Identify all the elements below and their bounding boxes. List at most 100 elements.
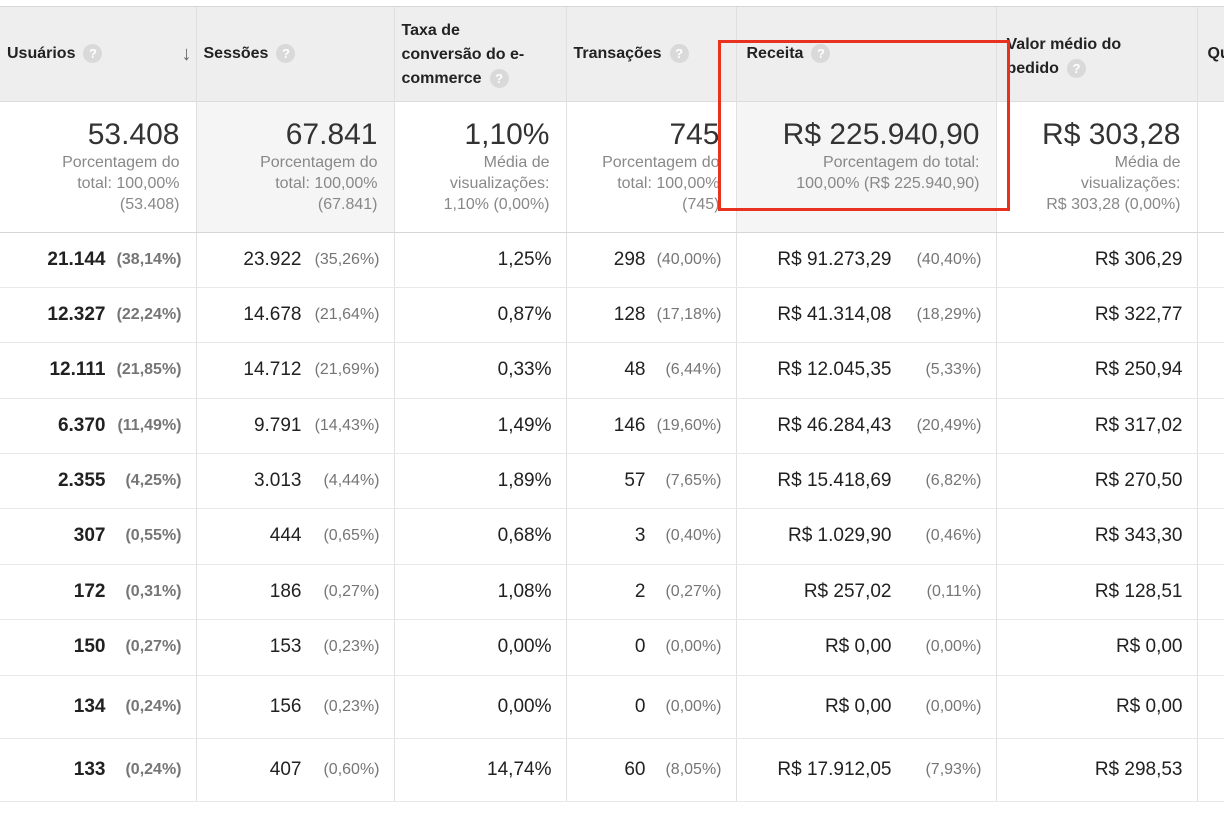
total-value: 1,10% (464, 117, 550, 151)
cell-valor: R$ 0,00 (996, 675, 1198, 739)
cell-value: R$ 12.045,35 (777, 359, 892, 380)
cell-value: R$ 128,51 (1094, 580, 1183, 602)
table-row[interactable]: 307 (0,55%) 444 (0,65%) 0,68% 3 (0,40%) R$ 1.02… (0, 508, 1224, 565)
total-caption-line: Porcentagem do (602, 153, 720, 171)
cell-truncated (1197, 398, 1224, 454)
table-row[interactable]: 21.144 (38,14%) 23.922 (35,26%) 1,25% 298 (40,… (0, 232, 1224, 288)
cell-truncated (1197, 453, 1224, 509)
column-header-receita[interactable]: Receita? (736, 7, 997, 102)
cell-value: 0,33% (497, 359, 552, 380)
help-icon[interactable]: ? (669, 44, 689, 64)
cell-usuarios: 12.111 (21,85%) (0, 342, 197, 399)
cell-sessoes: 9.791 (14,43%) (196, 398, 395, 454)
cell-percentage: (0,00%) (665, 697, 722, 715)
cell-usuarios: 172 (0,31%) (0, 564, 197, 620)
cell-receita: R$ 91.273,29 (40,40%) (736, 232, 997, 288)
table-row[interactable]: 134 (0,24%) 156 (0,23%) 0,00% 0 (0,00%) R$ 0,00… (0, 675, 1224, 739)
total-caption-line: (745) (682, 195, 720, 213)
cell-value: R$ 0,00 (824, 695, 892, 717)
cell-value: 298 (613, 248, 646, 270)
cell-percentage: (0,00%) (665, 638, 722, 655)
column-header-sessoes[interactable]: Sessões? (196, 7, 395, 102)
column-label-line: Taxa de (401, 21, 460, 39)
cell-sessoes: 156 (0,23%) (196, 675, 395, 739)
cell-percentage: (38,14%) (116, 250, 182, 268)
total-usuarios: 53.408 Porcentagem do total: 100,00% (53… (0, 101, 197, 233)
header-row: Usuários? ↓ Sessões? Taxa de conversão d… (0, 7, 1224, 102)
cell-usuarios: 150 (0,27%) (0, 619, 197, 676)
table-row[interactable]: 12.327 (22,24%) 14.678 (21,64%) 0,87% 128 (17,… (0, 287, 1224, 343)
table-row[interactable]: 2.355 (4,25%) 3.013 (4,44%) 1,89% 57 (7,65%) R$… (0, 453, 1224, 509)
help-icon[interactable]: ? (276, 44, 296, 64)
cell-percentage: (0,11%) (926, 582, 982, 600)
column-label: Transações (573, 44, 662, 62)
cell-valor: R$ 0,00 (996, 619, 1198, 676)
total-taxa-conversao: 1,10% Média de visualizações: 1,10% (0,0… (394, 101, 567, 233)
cell-valor: R$ 298,53 (996, 738, 1198, 802)
cell-percentage: (0,24%) (125, 697, 182, 715)
total-caption-line: visualizações: (449, 174, 550, 192)
cell-receita: R$ 41.314,08 (18,29%) (736, 287, 997, 343)
table-row[interactable]: 12.111 (21,85%) 14.712 (21,69%) 0,33% 48 (6,44… (0, 342, 1224, 399)
cell-value: 9.791 (253, 414, 302, 436)
cell-value: R$ 322,77 (1094, 303, 1183, 325)
total-value: 67.841 (285, 117, 378, 151)
cell-value: R$ 250,94 (1094, 359, 1183, 380)
cell-value: 1,25% (497, 248, 552, 270)
cell-percentage: (11,49%) (117, 416, 182, 434)
help-icon[interactable]: ? (83, 44, 103, 64)
cell-sessoes: 444 (0,65%) (196, 508, 395, 565)
help-icon[interactable]: ? (1066, 59, 1086, 79)
cell-usuarios: 12.327 (22,24%) (0, 287, 197, 343)
totals-row: 53.408 Porcentagem do total: 100,00% (53… (0, 101, 1224, 233)
cell-usuarios: 6.370 (11,49%) (0, 398, 197, 454)
cell-value: 60 (624, 758, 646, 780)
cell-value: 407 (269, 758, 302, 780)
table-row[interactable]: 150 (0,27%) 153 (0,23%) 0,00% 0 (0,00%) R$ 0,00… (0, 619, 1224, 676)
cell-percentage: (4,44%) (323, 471, 380, 489)
cell-usuarios: 2.355 (4,25%) (0, 453, 197, 509)
total-truncated (1197, 101, 1224, 233)
cell-taxa: 0,68% (394, 508, 567, 565)
column-header-truncated[interactable]: Qu (1197, 7, 1224, 102)
cell-value: 6.370 (57, 414, 106, 436)
cell-usuarios: 134 (0,24%) (0, 675, 197, 739)
cell-percentage: (21,69%) (314, 361, 380, 378)
help-icon[interactable]: ? (811, 44, 831, 64)
cell-valor: R$ 270,50 (996, 453, 1198, 509)
cell-truncated (1197, 619, 1224, 676)
total-caption-line: Porcentagem do (260, 153, 378, 171)
total-value: R$ 225.940,90 (782, 117, 980, 151)
cell-value: 172 (73, 580, 106, 602)
cell-transacoes: 0 (0,00%) (566, 675, 737, 739)
cell-percentage: (0,60%) (323, 760, 380, 778)
column-header-valor-medio[interactable]: Valor médio do pedido? (996, 7, 1198, 102)
column-header-usuarios[interactable]: Usuários? ↓ (0, 7, 197, 102)
total-caption-line: total: 100,00% (77, 174, 180, 192)
table-row[interactable]: 172 (0,31%) 186 (0,27%) 1,08% 2 (0,27%) R$ 257,… (0, 564, 1224, 620)
cell-percentage: (17,18%) (656, 305, 722, 323)
cell-percentage: (0,65%) (323, 527, 380, 544)
cell-value: 21.144 (47, 248, 106, 270)
cell-truncated (1197, 564, 1224, 620)
help-icon[interactable]: ? (489, 69, 509, 89)
cell-taxa: 0,33% (394, 342, 567, 399)
cell-percentage: (18,29%) (916, 305, 982, 323)
cell-value: 307 (73, 525, 106, 546)
table-row[interactable]: 133 (0,24%) 407 (0,60%) 14,74% 60 (8,05%) R$ 17… (0, 738, 1224, 802)
column-label-line: Valor médio do (1006, 35, 1122, 53)
cell-percentage: (22,24%) (116, 305, 182, 323)
column-label-line: pedido (1006, 59, 1059, 77)
sort-descending-icon[interactable]: ↓ (181, 42, 192, 65)
column-header-transacoes[interactable]: Transações? (566, 7, 737, 102)
total-sessoes: 67.841 Porcentagem do total: 100,00% (67… (196, 101, 395, 233)
cell-value: 14,74% (487, 758, 552, 780)
column-label: Usuários (7, 44, 76, 62)
cell-value: R$ 0,00 (1115, 636, 1183, 657)
column-header-taxa-conversao[interactable]: Taxa de conversão do e- commerce? (394, 7, 567, 102)
cell-value: 1,08% (497, 580, 552, 602)
table-row[interactable]: 6.370 (11,49%) 9.791 (14,43%) 1,49% 146 (19,60… (0, 398, 1224, 454)
cell-sessoes: 407 (0,60%) (196, 738, 395, 802)
cell-valor: R$ 322,77 (996, 287, 1198, 343)
cell-receita: R$ 46.284,43 (20,49%) (736, 398, 997, 454)
